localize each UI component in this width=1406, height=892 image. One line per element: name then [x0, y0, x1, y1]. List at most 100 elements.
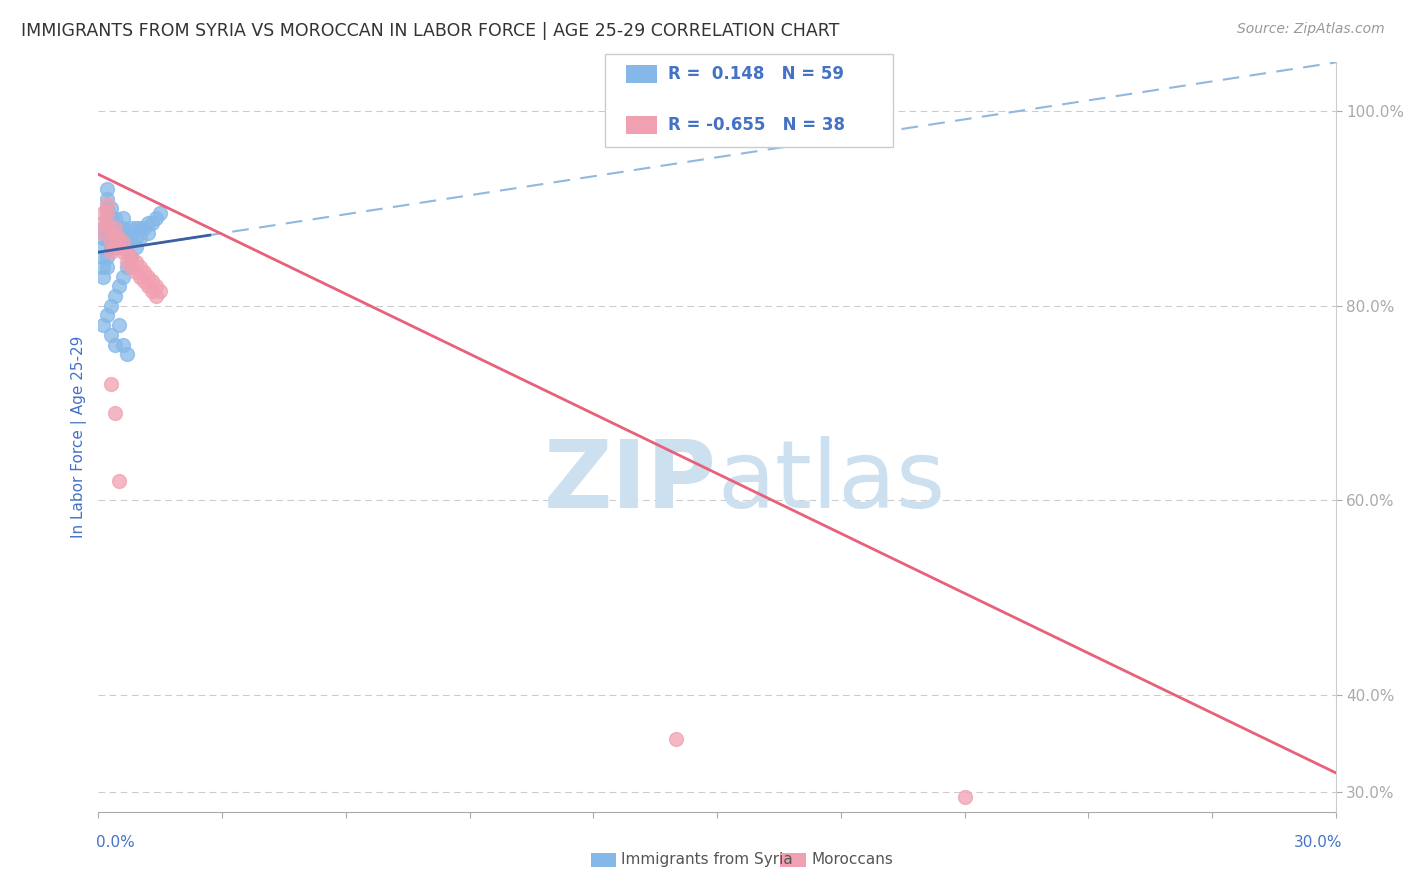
Text: atlas: atlas: [717, 436, 945, 528]
Point: [104, 406, 127, 420]
Point: [117, 235, 139, 250]
Point: [96, 182, 118, 196]
Point: [100, 327, 122, 342]
Point: [120, 220, 142, 235]
Point: [124, 220, 146, 235]
Point: [108, 279, 131, 293]
Point: [145, 279, 167, 293]
Point: [91, 216, 114, 230]
Point: [124, 255, 146, 269]
Point: [145, 289, 167, 303]
Point: [124, 265, 146, 279]
Point: [91, 240, 114, 254]
Point: [132, 274, 155, 288]
Point: [112, 230, 135, 244]
Point: [108, 240, 131, 254]
Text: ZIP: ZIP: [544, 436, 717, 528]
Point: [136, 226, 159, 240]
Point: [112, 211, 135, 226]
Point: [100, 230, 122, 244]
Point: [96, 220, 118, 235]
Point: [132, 265, 155, 279]
Text: R = -0.655   N = 38: R = -0.655 N = 38: [668, 116, 845, 134]
Point: [104, 230, 127, 244]
Point: [100, 202, 122, 216]
Point: [120, 260, 142, 274]
Point: [100, 220, 122, 235]
Point: [91, 230, 114, 244]
Point: [100, 245, 122, 260]
Point: [136, 279, 159, 293]
Point: [136, 216, 159, 230]
Point: [96, 192, 118, 206]
Y-axis label: In Labor Force | Age 25-29: In Labor Force | Age 25-29: [72, 336, 87, 538]
Point: [120, 230, 142, 244]
Point: [112, 245, 135, 260]
Point: [91, 206, 114, 220]
Point: [128, 230, 150, 244]
Point: [108, 230, 131, 244]
Point: [141, 216, 163, 230]
Point: [132, 220, 155, 235]
Text: R =  0.148   N = 59: R = 0.148 N = 59: [668, 65, 844, 83]
Point: [91, 250, 114, 264]
Point: [149, 206, 172, 220]
Point: [141, 274, 163, 288]
Point: [100, 376, 122, 391]
Point: [149, 284, 172, 298]
Point: [108, 240, 131, 254]
Point: [91, 220, 114, 235]
Text: 0.0%: 0.0%: [96, 836, 135, 850]
Point: [96, 196, 118, 211]
Point: [112, 269, 135, 284]
Point: [91, 226, 114, 240]
Text: Immigrants from Syria: Immigrants from Syria: [621, 853, 793, 867]
Point: [104, 289, 127, 303]
Point: [117, 347, 139, 361]
Point: [96, 250, 118, 264]
Point: [104, 240, 127, 254]
Point: [112, 240, 135, 254]
Point: [120, 250, 142, 264]
Text: IMMIGRANTS FROM SYRIA VS MOROCCAN IN LABOR FORCE | AGE 25-29 CORRELATION CHART: IMMIGRANTS FROM SYRIA VS MOROCCAN IN LAB…: [21, 22, 839, 40]
Point: [104, 240, 127, 254]
Point: [91, 318, 114, 333]
Point: [112, 220, 135, 235]
Point: [100, 240, 122, 254]
Point: [100, 211, 122, 226]
Point: [108, 220, 131, 235]
Point: [96, 260, 118, 274]
Point: [104, 220, 127, 235]
Point: [100, 240, 122, 254]
Point: [100, 235, 122, 250]
Point: [124, 240, 146, 254]
Point: [100, 226, 122, 240]
Point: [104, 220, 127, 235]
Point: [96, 202, 118, 216]
Point: [91, 269, 114, 284]
Point: [141, 284, 163, 298]
Point: [96, 230, 118, 244]
Point: [112, 337, 135, 351]
Point: [128, 220, 150, 235]
Point: [120, 250, 142, 264]
Point: [128, 269, 150, 284]
Point: [124, 230, 146, 244]
Point: [136, 269, 159, 284]
Point: [953, 790, 976, 805]
Point: [96, 211, 118, 226]
Point: [96, 309, 118, 323]
Point: [117, 226, 139, 240]
Point: [96, 206, 118, 220]
Text: 30.0%: 30.0%: [1295, 836, 1343, 850]
Point: [108, 230, 131, 244]
Point: [104, 211, 127, 226]
Point: [104, 230, 127, 244]
Point: [117, 245, 139, 260]
Point: [117, 255, 139, 269]
Point: [145, 211, 167, 226]
Point: [108, 318, 131, 333]
Point: [117, 260, 139, 274]
Point: [100, 299, 122, 313]
Point: [104, 337, 127, 351]
